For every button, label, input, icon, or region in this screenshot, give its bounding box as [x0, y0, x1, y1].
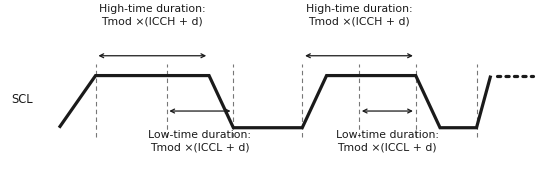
Text: Low-time duration:
Tmod ×(ICCL + d): Low-time duration: Tmod ×(ICCL + d): [336, 130, 439, 153]
Text: High-time duration:
Tmod ×(ICCH + d): High-time duration: Tmod ×(ICCH + d): [306, 4, 412, 26]
Text: Low-time duration:
Tmod ×(ICCL + d): Low-time duration: Tmod ×(ICCL + d): [148, 130, 251, 153]
Text: High-time duration:
Tmod ×(ICCH + d): High-time duration: Tmod ×(ICCH + d): [99, 4, 206, 26]
Text: SCL: SCL: [11, 93, 33, 106]
